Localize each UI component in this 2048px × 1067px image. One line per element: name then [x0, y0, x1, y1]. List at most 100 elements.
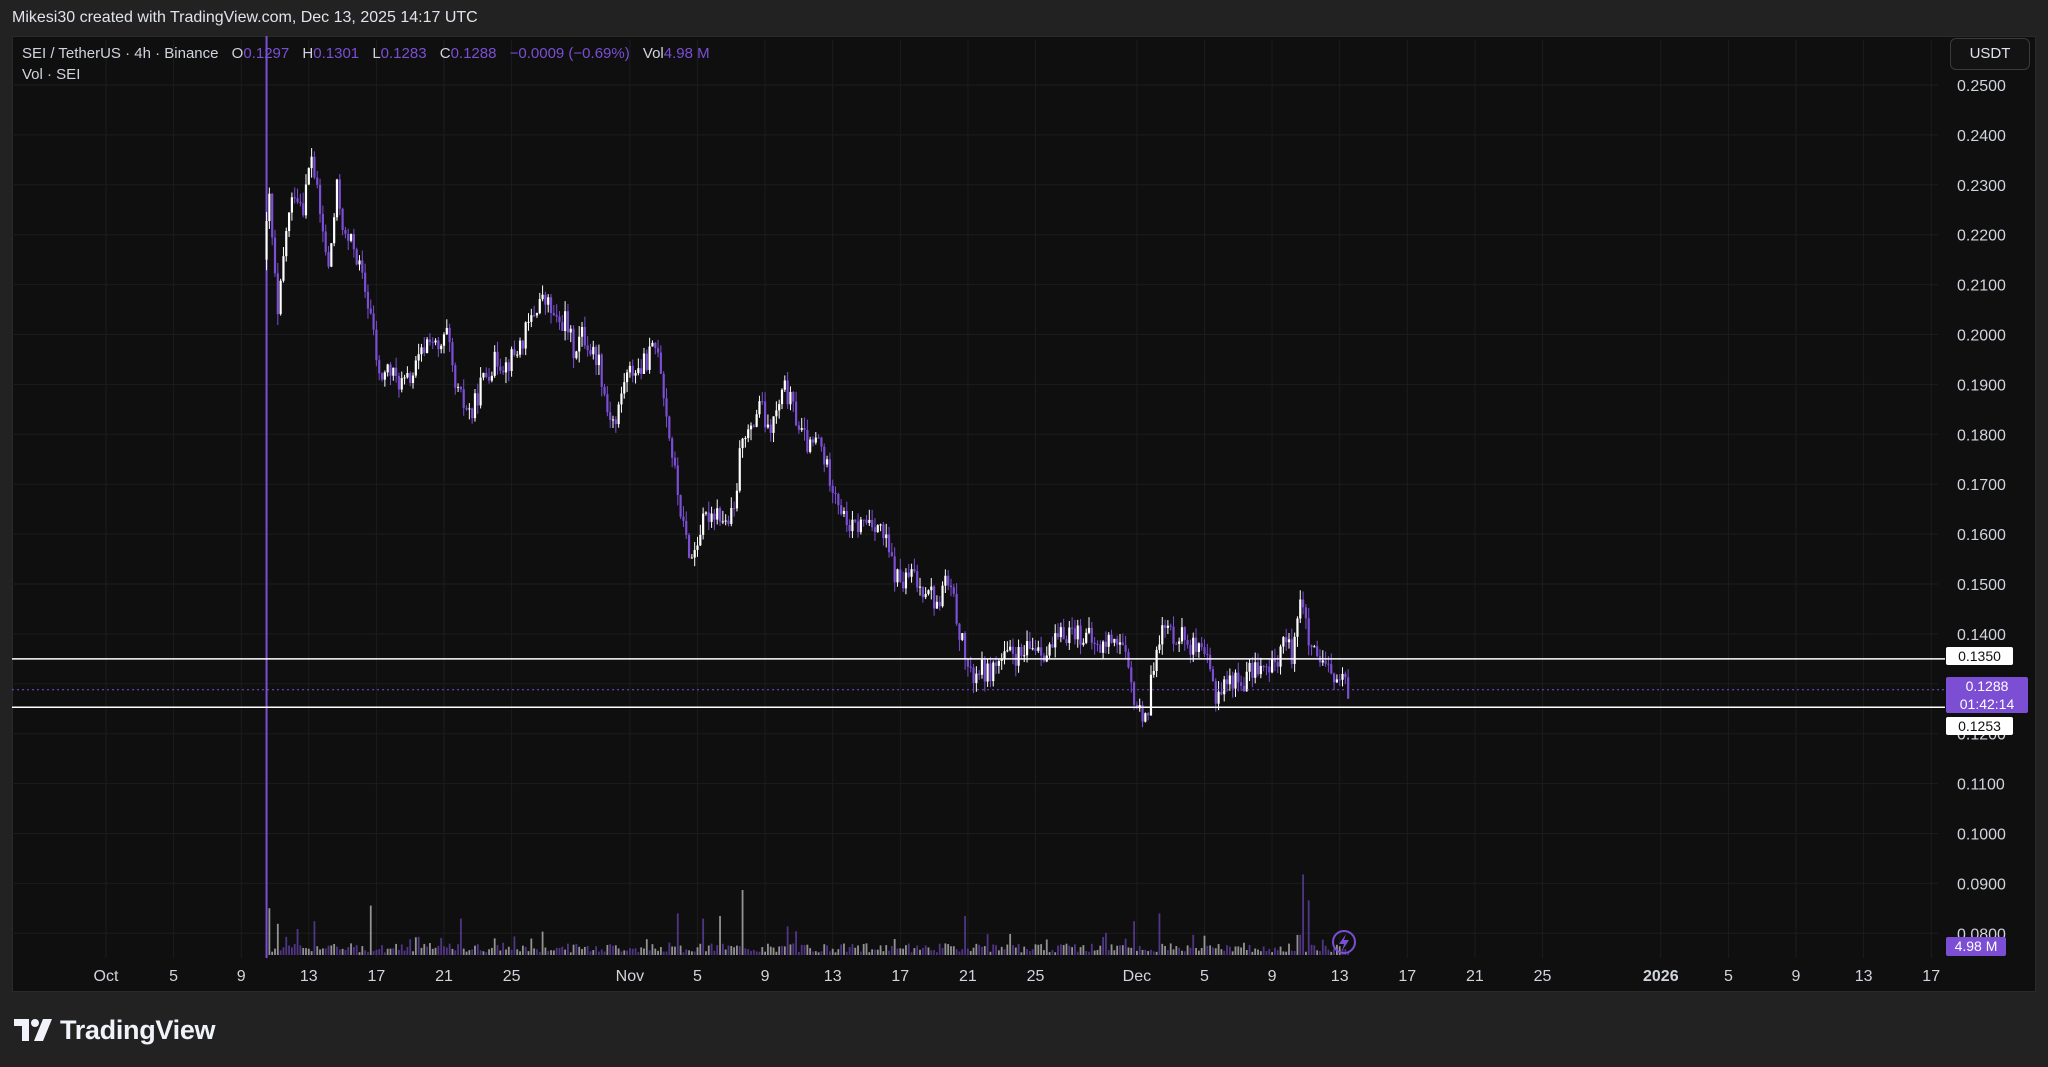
volume-bar — [1313, 945, 1316, 955]
last-volume-label: 4.98 M — [1946, 937, 2006, 956]
volume-bar — [1248, 944, 1251, 955]
candle-body — [1245, 671, 1248, 692]
volume-bar — [558, 947, 561, 955]
volume-bar — [910, 952, 913, 955]
volume-bar — [302, 947, 305, 955]
candle-body — [696, 545, 699, 550]
candle-body — [868, 519, 871, 523]
candle-body — [659, 352, 662, 374]
volume-bar — [505, 949, 507, 955]
currency-button[interactable]: USDT — [1950, 38, 2030, 70]
candle-body — [744, 438, 747, 440]
candle-body — [637, 368, 640, 374]
lightning-icon[interactable] — [1332, 930, 1356, 954]
volume-bar — [1282, 951, 1285, 955]
candle-body — [1282, 637, 1285, 647]
candle-body — [1068, 627, 1071, 644]
symbol-title[interactable]: SEI / TetherUS · 4h · Binance — [22, 45, 219, 62]
candle-body — [448, 327, 451, 343]
volume-bar — [1178, 947, 1181, 955]
volume-bar — [1192, 934, 1195, 955]
line-label-lower: 0.1253 — [1946, 717, 2013, 735]
candle-body — [904, 572, 908, 589]
candle-body — [440, 345, 443, 350]
candle-body — [724, 520, 727, 522]
candle-body — [786, 380, 789, 405]
volume-bar — [699, 943, 702, 955]
volume-bar — [403, 950, 406, 955]
candle-body — [1225, 679, 1229, 685]
volume-bar — [778, 946, 781, 955]
volume-bar — [412, 951, 414, 955]
volume-bar — [347, 947, 350, 955]
volume-bar — [429, 943, 431, 955]
volume-bar — [696, 947, 699, 955]
candle-body — [586, 345, 589, 351]
price-tick-label: 0.1700 — [1957, 477, 2006, 494]
candle-body — [792, 391, 795, 402]
volume-bar — [330, 945, 333, 955]
volume-bar — [395, 943, 398, 955]
candle-body — [575, 351, 578, 359]
volume-bar — [665, 951, 668, 955]
candle-body — [592, 346, 595, 355]
candle-body — [538, 299, 541, 314]
candle-body — [1321, 660, 1324, 663]
candles — [265, 148, 1350, 728]
volume-bar — [1150, 949, 1152, 955]
price-tick-label: 0.2200 — [1957, 228, 2006, 245]
candle-body — [1194, 637, 1198, 653]
volume-bar — [1347, 952, 1350, 955]
volume-bar — [1020, 952, 1023, 955]
candle-body — [600, 354, 603, 387]
bar-countdown: 01:42:14 — [1959, 696, 2015, 712]
volume-indicator-label[interactable]: Vol · SEI — [22, 66, 81, 83]
candle-body — [747, 429, 750, 439]
candle-body — [1037, 647, 1040, 651]
volume-bar — [513, 936, 516, 955]
candle-body — [1102, 641, 1105, 653]
volume-bar — [812, 951, 814, 955]
candle-body — [845, 510, 848, 526]
candle-body — [521, 340, 524, 349]
candle-body — [693, 549, 696, 558]
candle-body — [1344, 673, 1347, 678]
volume-bar — [358, 952, 361, 955]
volume-bar — [1288, 943, 1290, 955]
volume-bar — [634, 948, 637, 955]
volume-bar — [319, 949, 321, 955]
candle-body — [963, 633, 967, 660]
volume-bar — [279, 950, 282, 955]
candle-body — [1011, 646, 1015, 654]
candle-body — [1279, 646, 1282, 667]
volume-bar — [640, 947, 643, 955]
volume-bar — [707, 945, 710, 955]
time-tick-label: 9 — [1792, 968, 1801, 985]
volume-bar — [1305, 951, 1307, 955]
candle-body — [1071, 627, 1074, 629]
candle-body — [865, 519, 868, 523]
volume-bar — [1031, 949, 1034, 955]
volume-bar — [291, 947, 293, 955]
volume-bar — [772, 947, 775, 955]
volume-bar — [316, 946, 319, 955]
volume-bar — [1290, 950, 1293, 955]
volume-bar — [978, 944, 981, 955]
candle-body — [918, 586, 922, 588]
volume-bar — [786, 926, 789, 955]
candle-body — [1152, 671, 1155, 675]
volume-bar — [893, 939, 896, 955]
candle-body — [566, 311, 570, 333]
volume-bar — [507, 946, 510, 955]
volume-bar — [936, 952, 938, 955]
candle-body — [848, 525, 851, 532]
volume-bar — [1000, 946, 1003, 955]
volume-bar — [1271, 952, 1273, 955]
chart-panel[interactable] — [12, 36, 2036, 992]
candle-body — [434, 340, 437, 343]
volume-bar — [1195, 948, 1197, 955]
volume-bar — [1226, 945, 1228, 955]
time-tick-label: Nov — [616, 968, 644, 985]
tradingview-logo[interactable]: TradingView — [14, 1014, 216, 1046]
